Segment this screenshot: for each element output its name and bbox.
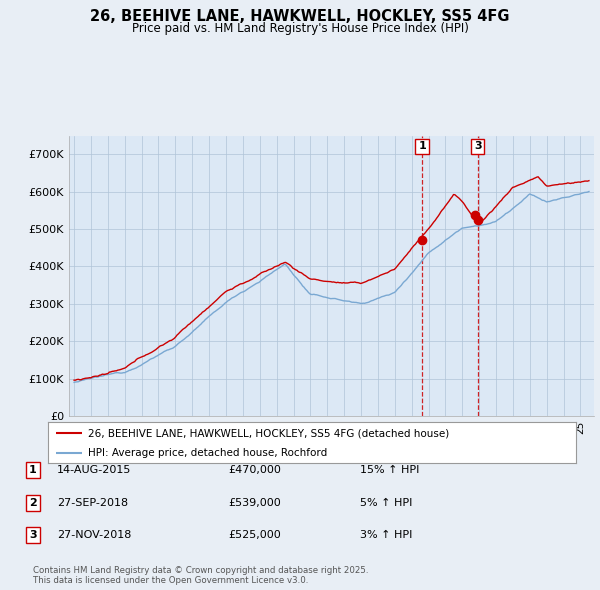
Text: 1: 1 xyxy=(29,466,37,475)
Text: 26, BEEHIVE LANE, HAWKWELL, HOCKLEY, SS5 4FG (detached house): 26, BEEHIVE LANE, HAWKWELL, HOCKLEY, SS5… xyxy=(88,428,449,438)
Text: 14-AUG-2015: 14-AUG-2015 xyxy=(57,466,131,475)
Text: 3: 3 xyxy=(29,530,37,540)
Text: 3: 3 xyxy=(474,142,482,151)
Text: HPI: Average price, detached house, Rochford: HPI: Average price, detached house, Roch… xyxy=(88,448,327,458)
Text: Contains HM Land Registry data © Crown copyright and database right 2025.
This d: Contains HM Land Registry data © Crown c… xyxy=(33,566,368,585)
Text: £539,000: £539,000 xyxy=(228,498,281,507)
Text: 2: 2 xyxy=(29,498,37,507)
Text: 15% ↑ HPI: 15% ↑ HPI xyxy=(360,466,419,475)
Text: £525,000: £525,000 xyxy=(228,530,281,540)
Text: 27-NOV-2018: 27-NOV-2018 xyxy=(57,530,131,540)
Text: 27-SEP-2018: 27-SEP-2018 xyxy=(57,498,128,507)
Text: 5% ↑ HPI: 5% ↑ HPI xyxy=(360,498,412,507)
Text: 1: 1 xyxy=(418,142,426,151)
Text: 3% ↑ HPI: 3% ↑ HPI xyxy=(360,530,412,540)
Text: 26, BEEHIVE LANE, HAWKWELL, HOCKLEY, SS5 4FG: 26, BEEHIVE LANE, HAWKWELL, HOCKLEY, SS5… xyxy=(90,9,510,24)
Text: Price paid vs. HM Land Registry's House Price Index (HPI): Price paid vs. HM Land Registry's House … xyxy=(131,22,469,35)
Text: £470,000: £470,000 xyxy=(228,466,281,475)
